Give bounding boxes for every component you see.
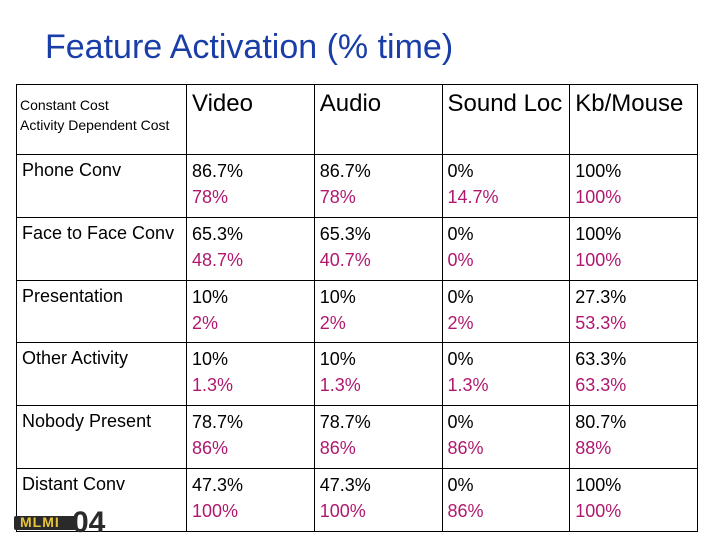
table-cell: 86.7% 78% — [313, 154, 443, 218]
constant-cost-value: 10% — [319, 286, 356, 307]
table-cell: 100% 100% — [569, 468, 698, 532]
activity-cost-value: 100% — [319, 501, 366, 522]
constant-cost-value: 65.3% — [192, 223, 244, 244]
activity-cost-value: 1.3% — [319, 375, 361, 396]
activity-cost-value: 100% — [192, 501, 239, 522]
constant-cost-value: 10% — [192, 286, 229, 307]
constant-cost-value: 47.3% — [192, 475, 244, 496]
constant-cost-value: 0% — [447, 161, 474, 181]
activity-cost-value: 100% — [575, 187, 622, 207]
activity-cost-value: 53.3% — [575, 312, 627, 333]
activity-cost-value: 40.7% — [319, 249, 371, 270]
table-cell: 0% 2% — [441, 279, 571, 344]
legend-constant-cost: Constant Cost — [20, 97, 109, 113]
constant-cost-value: 0% — [447, 223, 474, 244]
constant-cost-value: 10% — [192, 349, 229, 370]
activity-cost-value: 63.3% — [575, 375, 627, 396]
row-label: Phone Conv — [16, 154, 187, 218]
row-label: Face to Face Conv — [16, 216, 187, 281]
constant-cost-value: 100% — [575, 223, 622, 244]
table-cell: 86.7% 78% — [186, 154, 315, 218]
table-cell: 78.7% 86% — [186, 405, 315, 470]
legend-activity-cost: Activity Dependent Cost — [20, 117, 170, 133]
constant-cost-value: 78.7% — [192, 412, 244, 433]
header-row: Constant Cost Activity Dependent Cost Vi… — [16, 84, 698, 155]
activity-cost-value: 1.3% — [192, 375, 234, 396]
activity-cost-value: 78% — [319, 187, 356, 207]
table-cell: 0% 14.7% — [441, 154, 571, 218]
table-row: Other Activity 10% 1.3% 10% 1.3% 0% 1.3% 63… — [16, 342, 698, 407]
activity-cost-value: 1.3% — [447, 375, 489, 396]
logo-bar — [14, 516, 76, 530]
activity-cost-value: 100% — [575, 501, 622, 522]
activity-cost-value: 86% — [447, 501, 484, 522]
activity-cost-value: 0% — [447, 249, 474, 270]
table-cell: 100% 100% — [569, 154, 698, 218]
table-row: Nobody Present 78.7% 86% 78.7% 86% 0% 86% 8… — [16, 405, 698, 470]
table-cell: 65.3% 40.7% — [313, 216, 443, 281]
constant-cost-value: 78.7% — [319, 412, 371, 433]
table-cell: 10% 1.3% — [313, 342, 443, 407]
table-cell: 10% 1.3% — [186, 342, 315, 407]
constant-cost-value: 100% — [575, 161, 622, 181]
constant-cost-value: 27.3% — [575, 286, 627, 307]
activity-cost-value: 86% — [192, 438, 229, 459]
logo-text: MLMI — [20, 514, 60, 530]
table-cell: 100% 100% — [569, 216, 698, 281]
table-cell: 0% 86% — [441, 405, 571, 470]
table-cell: 10% 2% — [186, 279, 315, 344]
table-cell: 80.7% 88% — [569, 405, 698, 470]
constant-cost-value: 0% — [447, 475, 474, 496]
activity-cost-value: 78% — [192, 187, 229, 207]
activity-cost-value: 48.7% — [192, 249, 244, 270]
activity-cost-value: 2% — [319, 312, 346, 333]
constant-cost-value: 0% — [447, 412, 474, 433]
table-cell: 65.3% 48.7% — [186, 216, 315, 281]
logo-number: 04 — [72, 506, 106, 539]
constant-cost-value: 10% — [319, 349, 356, 370]
table-row: Presentation 10% 2% 10% 2% 0% 2% 27.3% 53.3% — [16, 279, 698, 344]
mlmi-logo: MLMI 04 — [14, 506, 106, 540]
activity-cost-value: 2% — [447, 312, 474, 333]
column-header-audio: Audio — [313, 84, 443, 155]
table-cell: 47.3% 100% — [313, 468, 443, 532]
column-header-sound-loc: Sound Loc — [441, 84, 571, 155]
constant-cost-value: 65.3% — [319, 223, 371, 244]
table-cell: 10% 2% — [313, 279, 443, 344]
table-cell: 63.3% 63.3% — [569, 342, 698, 407]
activity-cost-value: 88% — [575, 438, 612, 459]
table-row: Phone Conv 86.7% 78% 86.7% 78% 0% 14.7% 100… — [16, 154, 698, 218]
constant-cost-value: 63.3% — [575, 349, 627, 370]
constant-cost-value: 0% — [447, 349, 474, 370]
table-row: Distant Conv 47.3% 100% 47.3% 100% 0% 86% 1… — [16, 468, 698, 532]
row-label: Other Activity — [16, 342, 187, 407]
constant-cost-value: 86.7% — [319, 161, 371, 181]
constant-cost-value: 47.3% — [319, 475, 371, 496]
activity-cost-value: 100% — [575, 249, 622, 270]
constant-cost-value: 86.7% — [192, 161, 244, 181]
activity-cost-value: 14.7% — [447, 187, 499, 207]
activity-cost-value: 2% — [192, 312, 219, 333]
row-label: Nobody Present — [16, 405, 187, 470]
constant-cost-value: 80.7% — [575, 412, 627, 433]
table-cell: 78.7% 86% — [313, 405, 443, 470]
row-label: Presentation — [16, 279, 187, 344]
column-header-video: Video — [186, 84, 315, 155]
table-cell: 0% 86% — [441, 468, 571, 532]
slide-title: Feature Activation (% time) — [45, 28, 454, 66]
feature-activation-table: Constant Cost Activity Dependent Cost Vi… — [16, 84, 698, 532]
activity-cost-value: 86% — [447, 438, 484, 459]
table-cell: 0% 1.3% — [441, 342, 571, 407]
table-cell: 47.3% 100% — [186, 468, 315, 532]
table-cell: 27.3% 53.3% — [569, 279, 698, 344]
corner-legend: Constant Cost Activity Dependent Cost — [16, 84, 187, 155]
activity-cost-value: 86% — [319, 438, 356, 459]
table-row: Face to Face Conv 65.3% 48.7% 65.3% 40.7% … — [16, 216, 698, 281]
column-header-kb-mouse: Kb/Mouse — [569, 84, 698, 155]
table-cell: 0% 0% — [441, 216, 571, 281]
constant-cost-value: 100% — [575, 475, 622, 496]
constant-cost-value: 0% — [447, 286, 474, 307]
